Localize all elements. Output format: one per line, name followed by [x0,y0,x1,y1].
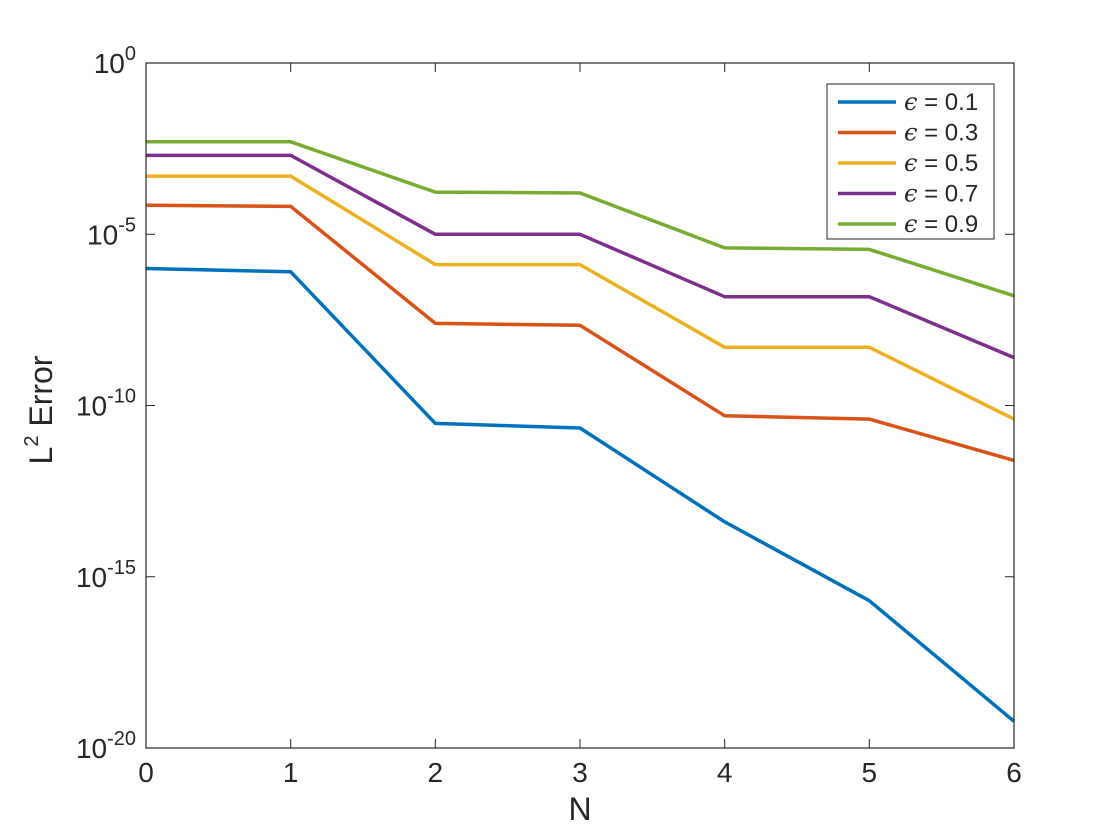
y-tick-label: 10-5 [87,214,136,250]
x-tick-label: 1 [283,757,299,788]
series-lines [145,140,1016,723]
series-line [145,266,1016,723]
x-tick-label: 5 [862,757,878,788]
x-tick-label: 0 [138,757,154,788]
y-tick-label: 10-20 [76,728,136,764]
y-axis-ticks: 100 10-5 10-10 10-15 10-20 [76,43,1014,764]
y-tick-label: 100 [94,43,136,79]
x-tick-label: 3 [572,757,588,788]
y-tick-label: 10-10 [76,386,136,422]
series-line [146,174,1015,421]
x-tick-label: 6 [1006,757,1022,788]
y-tick-label: 10-15 [76,557,136,593]
y-axis-label: L2 Error [21,355,59,464]
plot-area-frame [145,62,1015,749]
x-axis-label: N [568,791,591,827]
legend-label: ϵ = 0.1 [904,88,978,116]
series-line [146,140,1015,298]
legend-label: ϵ = 0.7 [904,180,978,208]
series-line [146,153,1015,360]
legend-label: ϵ = 0.3 [904,119,978,147]
legend-label: ϵ = 0.5 [904,149,978,177]
x-tick-label: 2 [428,757,444,788]
x-tick-label: 4 [717,757,733,788]
legend-label: ϵ = 0.9 [904,210,978,238]
x-axis-ticks: 0 1 2 3 4 5 6 [138,63,1022,788]
series-line [145,203,1015,463]
legend: ϵ = 0.1 ϵ = 0.3ϵ = 0.5 ϵ = 0.7ϵ = 0.9 [826,83,995,240]
